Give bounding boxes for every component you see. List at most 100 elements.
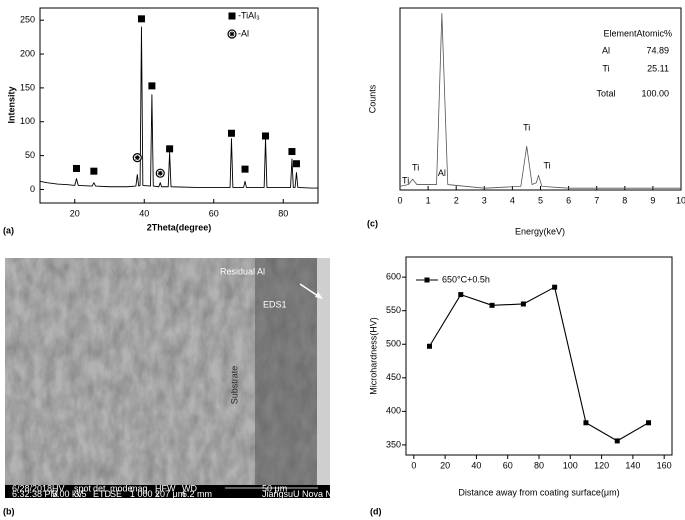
marker-square xyxy=(166,145,174,153)
x-tick-label: 120 xyxy=(594,460,609,470)
info-text: HV xyxy=(52,483,65,493)
legend-label: -Al xyxy=(238,28,249,38)
panel-label: (b) xyxy=(3,506,15,516)
y-tick-label: 0 xyxy=(30,184,35,194)
marker-square xyxy=(227,129,235,137)
x-tick-label: 80 xyxy=(278,208,288,218)
marker-square xyxy=(72,164,80,172)
x-tick-label: 80 xyxy=(534,460,544,470)
panel-label: (a) xyxy=(3,225,14,235)
marker-square xyxy=(583,420,589,426)
x-tick-label: 8 xyxy=(622,195,627,205)
info-text: 6/28/2018 xyxy=(12,483,52,493)
data-line xyxy=(39,26,318,189)
table-cell: Al xyxy=(602,45,610,55)
peak-annotation: Ti xyxy=(412,163,419,173)
image-label: Substrate xyxy=(229,366,239,405)
sem-image xyxy=(5,258,330,498)
table-cell: 74.89 xyxy=(646,45,669,55)
image-label: EDS1 xyxy=(263,299,287,309)
x-axis-label: Energy(keV) xyxy=(515,226,565,236)
y-tick-label: 550 xyxy=(386,305,401,315)
y-tick-label: 100 xyxy=(20,116,35,126)
legend-label: -TiAl₃ xyxy=(238,10,260,20)
y-tick-label: 400 xyxy=(386,406,401,416)
marker-square xyxy=(137,15,145,23)
marker-al xyxy=(155,168,165,178)
marker-square xyxy=(262,132,270,140)
peak-annotation: Ti xyxy=(402,175,409,185)
y-tick-label: 450 xyxy=(386,372,401,382)
info-text: HFW xyxy=(155,483,176,493)
y-tick-label: 50 xyxy=(25,150,35,160)
info-text: 5.00 kV xyxy=(52,489,83,499)
marker-square xyxy=(241,165,249,173)
marker-al xyxy=(132,153,142,163)
table-cell: Ti xyxy=(602,63,609,73)
x-tick-label: 0 xyxy=(411,460,416,470)
x-tick-label: 3 xyxy=(482,195,487,205)
marker-star xyxy=(157,170,163,176)
marker-square xyxy=(458,292,464,298)
plot-frame xyxy=(39,7,319,204)
x-tick-label: 100 xyxy=(563,460,578,470)
info-text: mode xyxy=(110,483,133,493)
x-tick-label: 20 xyxy=(70,208,80,218)
y-axis-label: Intensity xyxy=(6,86,16,123)
marker-square xyxy=(426,343,432,349)
x-tick-label: 40 xyxy=(471,460,481,470)
info-text: ETD xyxy=(93,489,112,499)
image-label: Residual Al xyxy=(220,266,265,276)
x-tick-label: 10 xyxy=(676,195,685,205)
x-tick-label: 9 xyxy=(650,195,655,205)
x-tick-label: 40 xyxy=(139,208,149,218)
plot-frame xyxy=(405,256,673,456)
marker-square xyxy=(228,12,236,20)
peak-annotation: Al xyxy=(438,168,446,178)
marker-al xyxy=(227,29,237,39)
info-text: JiangsuU Nova NanoSEM xyxy=(262,489,367,499)
coating-layer xyxy=(255,258,317,485)
marker-square xyxy=(552,284,558,290)
info-text: det xyxy=(93,483,106,493)
marker-star xyxy=(229,31,235,37)
y-tick-label: 500 xyxy=(386,339,401,349)
data-line xyxy=(399,13,681,189)
x-tick-label: 2 xyxy=(454,195,459,205)
x-tick-label: 1 xyxy=(426,195,431,205)
x-tick-label: 60 xyxy=(503,460,513,470)
info-text: 6:32:38 PM xyxy=(12,489,58,499)
x-tick-label: 60 xyxy=(209,208,219,218)
data-line xyxy=(428,286,649,442)
table-header: Element xyxy=(603,28,637,38)
panel-label: (d) xyxy=(370,506,382,516)
arrow-head xyxy=(315,292,323,299)
table-header: Atomic% xyxy=(636,28,672,38)
marker-square xyxy=(90,167,98,175)
info-text: 1 000 x xyxy=(130,489,160,499)
y-tick-label: 350 xyxy=(386,439,401,449)
marker-square xyxy=(148,82,156,90)
marker-square xyxy=(614,438,620,444)
marker-square xyxy=(288,148,296,156)
table-cell: 25.11 xyxy=(647,63,669,73)
x-tick-label: 5 xyxy=(538,195,543,205)
panel-label: (c) xyxy=(367,218,378,228)
info-text: 6.2 mm xyxy=(182,489,212,499)
legend-label: 650°C+0.5h xyxy=(442,274,490,284)
x-tick-label: 140 xyxy=(625,460,640,470)
table-cell: Total xyxy=(596,88,615,98)
y-tick-label: 200 xyxy=(20,48,35,58)
x-axis-label: Distance away from coating surface(μm) xyxy=(458,487,619,497)
peak-annotation: Ti xyxy=(523,122,530,132)
marker-square xyxy=(424,277,430,283)
x-tick-label: 4 xyxy=(510,195,515,205)
peak-annotation: Ti xyxy=(544,161,551,171)
y-tick-label: 250 xyxy=(20,15,35,25)
info-text: 207 μm xyxy=(155,489,185,499)
marker-square xyxy=(646,420,652,426)
info-text: SE xyxy=(110,489,122,499)
info-text: mag xyxy=(130,483,148,493)
y-axis-label: Counts xyxy=(367,84,377,113)
